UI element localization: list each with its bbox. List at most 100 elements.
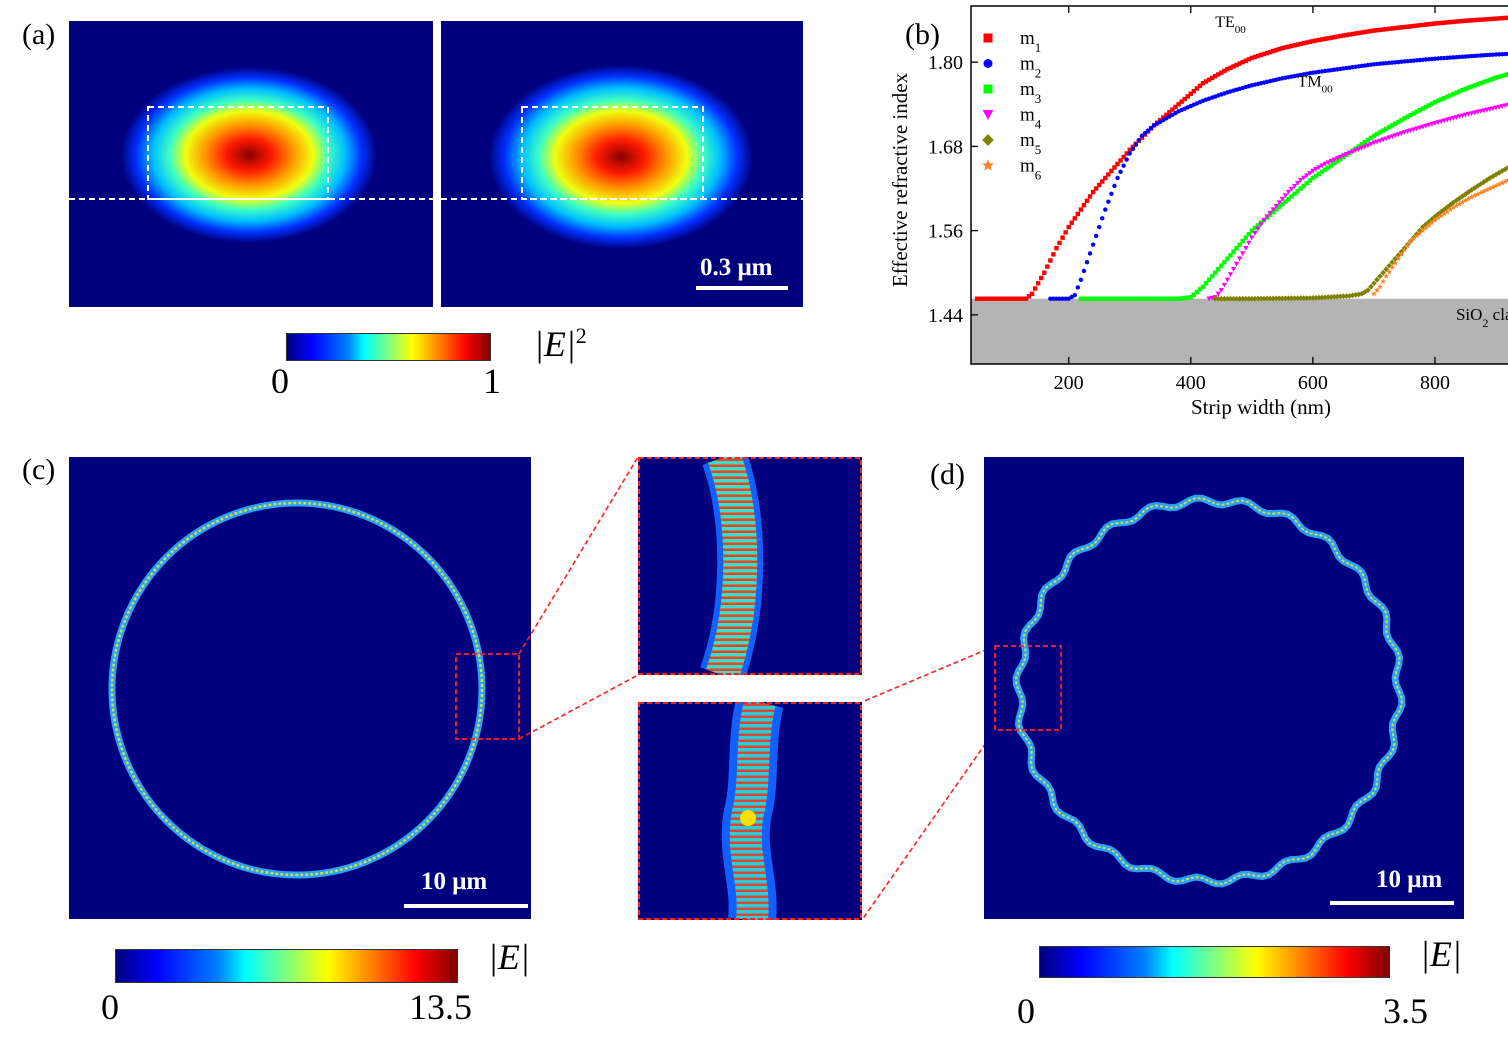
connector-d-bottom bbox=[861, 729, 996, 921]
data-point bbox=[1380, 137, 1386, 143]
data-point bbox=[1405, 24, 1410, 29]
data-point bbox=[1502, 103, 1508, 109]
data-point bbox=[1341, 33, 1346, 38]
panel-c-zoom-inset bbox=[638, 457, 862, 675]
data-point bbox=[1490, 184, 1496, 190]
panel-d-scale-bar bbox=[1330, 901, 1454, 905]
data-point bbox=[1350, 31, 1355, 37]
panel-c-colorbar-title: |E| bbox=[488, 937, 530, 977]
data-point bbox=[1209, 274, 1215, 279]
data-point bbox=[1048, 296, 1053, 301]
data-point bbox=[1075, 285, 1081, 290]
data-point bbox=[1380, 278, 1386, 284]
data-point bbox=[1447, 206, 1454, 213]
data-point bbox=[1029, 291, 1035, 297]
legend-label: m3 bbox=[1020, 79, 1041, 106]
data-point bbox=[1054, 245, 1059, 251]
data-point bbox=[1383, 136, 1389, 142]
data-point bbox=[996, 296, 1001, 301]
data-point bbox=[1346, 293, 1353, 299]
data-point bbox=[1133, 142, 1139, 147]
data-point bbox=[1420, 22, 1425, 28]
data-point bbox=[1014, 296, 1019, 301]
data-point bbox=[1115, 296, 1120, 301]
data-point bbox=[1313, 173, 1319, 179]
panel-a-colorbar-title-text: |E| bbox=[534, 324, 576, 364]
data-point bbox=[1365, 29, 1371, 34]
data-point bbox=[1499, 16, 1505, 21]
x-tick-label: 800 bbox=[1420, 372, 1450, 394]
data-point bbox=[1383, 126, 1389, 132]
data-point bbox=[1445, 20, 1450, 25]
data-point bbox=[1344, 32, 1349, 38]
data-point bbox=[1158, 296, 1163, 301]
legend-label: m1 bbox=[1020, 28, 1041, 55]
data-point bbox=[1410, 127, 1417, 133]
data-point bbox=[1090, 242, 1096, 247]
data-point bbox=[1231, 249, 1236, 254]
x-axis-label: Strip width (nm) bbox=[1191, 395, 1331, 419]
data-point bbox=[1304, 40, 1309, 45]
data-point bbox=[1359, 142, 1364, 147]
data-point bbox=[1438, 119, 1444, 125]
data-point bbox=[1258, 222, 1264, 228]
data-point bbox=[1020, 296, 1026, 301]
data-point bbox=[1319, 169, 1325, 174]
data-point bbox=[1506, 72, 1508, 77]
data-point bbox=[1246, 231, 1251, 237]
data-point bbox=[1066, 224, 1071, 230]
data-point bbox=[1197, 287, 1203, 292]
data-point bbox=[1170, 107, 1175, 112]
data-point bbox=[1060, 296, 1065, 301]
data-point bbox=[1252, 231, 1258, 236]
data-point bbox=[1444, 204, 1451, 211]
data-point bbox=[1203, 79, 1209, 84]
panel-a-scale-bar-label: 0.3 μm bbox=[700, 254, 773, 281]
data-point bbox=[1274, 47, 1279, 53]
connector-d-top bbox=[861, 645, 996, 703]
data-point bbox=[1249, 235, 1255, 241]
data-point bbox=[1468, 111, 1475, 117]
data-point bbox=[1408, 24, 1413, 29]
data-point bbox=[1420, 124, 1426, 130]
data-point bbox=[1233, 261, 1240, 267]
legend-label: m2 bbox=[1020, 54, 1041, 81]
data-point bbox=[1078, 207, 1084, 212]
data-point bbox=[1280, 202, 1285, 207]
panel-a-te-mode-profile bbox=[121, 67, 377, 243]
panel-c-label: (c) bbox=[22, 453, 56, 486]
data-point bbox=[987, 296, 992, 301]
data-point bbox=[1081, 268, 1087, 274]
data-point bbox=[1478, 17, 1483, 22]
data-point bbox=[1219, 263, 1224, 268]
data-point bbox=[1200, 81, 1206, 86]
data-point bbox=[1087, 194, 1093, 199]
data-point bbox=[1145, 296, 1151, 301]
data-point bbox=[1459, 113, 1466, 119]
data-point bbox=[1413, 232, 1420, 239]
panel-c-ring-map bbox=[69, 457, 531, 919]
data-point bbox=[1127, 151, 1132, 156]
data-point bbox=[1276, 200, 1282, 206]
data-point bbox=[1471, 192, 1478, 198]
panel-d-colorbar-title: |E| bbox=[1420, 934, 1462, 974]
data-point bbox=[1453, 202, 1460, 209]
data-point bbox=[1368, 135, 1374, 141]
data-point bbox=[1329, 35, 1334, 40]
data-point bbox=[1465, 195, 1472, 202]
data-point bbox=[1112, 165, 1117, 170]
data-point bbox=[1121, 163, 1126, 168]
data-point bbox=[1142, 296, 1148, 301]
data-point bbox=[1395, 132, 1402, 138]
data-point bbox=[1474, 183, 1481, 189]
data-point bbox=[1115, 161, 1120, 167]
data-point bbox=[1448, 93, 1453, 98]
data-point bbox=[1499, 104, 1505, 110]
data-point bbox=[1252, 54, 1258, 60]
data-point bbox=[1445, 94, 1450, 100]
data-point bbox=[1503, 72, 1508, 78]
data-point bbox=[977, 296, 983, 301]
data-point bbox=[1487, 106, 1493, 112]
data-point bbox=[1435, 120, 1441, 126]
data-point bbox=[1243, 58, 1248, 63]
